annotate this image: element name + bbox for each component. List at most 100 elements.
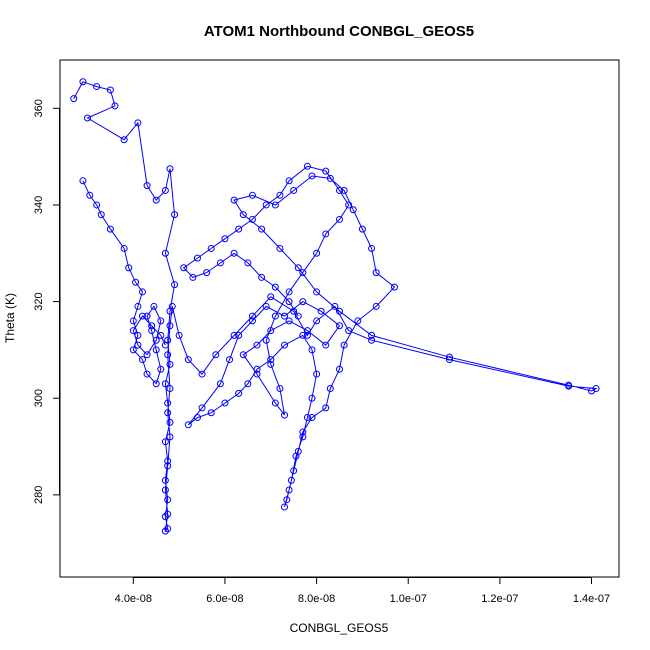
data-point [235, 225, 243, 233]
data-point [161, 249, 169, 257]
data-point [143, 370, 151, 378]
data-point [79, 177, 87, 185]
data-point [161, 186, 169, 194]
data-point [166, 385, 174, 393]
data-point [313, 317, 321, 325]
data-point [308, 172, 316, 180]
chart-title: ATOM1 Northbound CONBGL_GEOS5 [204, 23, 474, 40]
data-point [164, 409, 172, 417]
data-point [445, 356, 453, 364]
data-point [244, 259, 252, 267]
data-point [148, 322, 156, 330]
x-tick-label: 1.0e-07 [390, 593, 427, 605]
data-point [322, 230, 330, 238]
y-tick-label: 320 [33, 292, 45, 310]
x-tick-label: 6.0e-08 [206, 593, 243, 605]
data-point [161, 527, 169, 535]
data-point [285, 177, 293, 185]
data-point [281, 503, 289, 511]
data-point [83, 114, 91, 122]
data-point [253, 370, 261, 378]
data-point [267, 327, 275, 335]
data-point [267, 360, 275, 368]
data-point [308, 346, 316, 354]
data-point [322, 404, 330, 412]
data-point [175, 331, 183, 339]
data-point [372, 269, 380, 277]
data-point [271, 312, 279, 320]
data-point [164, 525, 172, 533]
data-point [193, 414, 201, 422]
data-point [336, 322, 343, 330]
data-point [152, 196, 160, 204]
data-point [281, 312, 289, 320]
x-tick-label: 4.0e-08 [115, 593, 152, 605]
data-point [143, 182, 151, 190]
data-point [125, 264, 133, 272]
y-tick-label: 360 [33, 99, 45, 117]
data-point [336, 215, 343, 223]
data-point [152, 380, 160, 388]
data-point [299, 428, 307, 436]
data-point [349, 206, 357, 214]
data-point [248, 215, 256, 223]
data-point [203, 269, 211, 277]
data-point [171, 211, 179, 219]
data-point [290, 467, 298, 475]
data-point [340, 341, 348, 349]
data-point [166, 433, 174, 441]
data-point [184, 356, 192, 364]
data-point [262, 336, 270, 344]
data-point [253, 365, 261, 373]
data-point [171, 281, 179, 289]
data-point [129, 317, 137, 325]
data-point [138, 288, 146, 296]
data-point [164, 351, 172, 359]
data-point [331, 302, 339, 310]
data-point [368, 244, 376, 252]
data-point [161, 438, 169, 446]
data-point [267, 293, 275, 301]
data-point [336, 365, 343, 373]
data-point [308, 394, 316, 402]
data-point [70, 95, 78, 103]
data-point [198, 404, 206, 412]
y-tick-label: 340 [33, 196, 45, 214]
data-point [368, 331, 376, 339]
data-point [239, 211, 247, 219]
data-point [132, 278, 140, 286]
data-point [294, 264, 302, 272]
data-point [189, 273, 197, 281]
data-point [285, 298, 293, 306]
data-point [193, 254, 201, 262]
data-point [216, 380, 224, 388]
data-point [248, 317, 256, 325]
data-point [271, 399, 279, 407]
data-point [207, 409, 215, 417]
data-point [157, 317, 165, 325]
y-axis: 280 300 320 340 360 [33, 99, 60, 504]
data-point [164, 457, 172, 465]
data-point [308, 414, 316, 422]
data-point [157, 365, 165, 373]
data-point [157, 331, 165, 339]
data-point [212, 351, 220, 359]
data-point [97, 211, 105, 219]
x-tick-label: 8.0e-08 [298, 593, 335, 605]
data-point [317, 307, 325, 315]
data-point [207, 244, 215, 252]
data-point [164, 399, 172, 407]
data-point [258, 273, 266, 281]
data-point [262, 201, 270, 209]
data-point [313, 288, 321, 296]
data-point [166, 418, 174, 426]
data-point [86, 191, 94, 199]
data-point [152, 346, 160, 354]
data-point [285, 317, 293, 325]
data-point [143, 312, 151, 320]
series-line [82, 180, 166, 385]
data-point [134, 341, 142, 349]
data-point [322, 167, 330, 175]
x-axis: 4.0e-08 6.0e-08 8.0e-08 1.0e-07 1.2e-07 1.4e-… [115, 577, 610, 605]
data-point [299, 269, 307, 277]
